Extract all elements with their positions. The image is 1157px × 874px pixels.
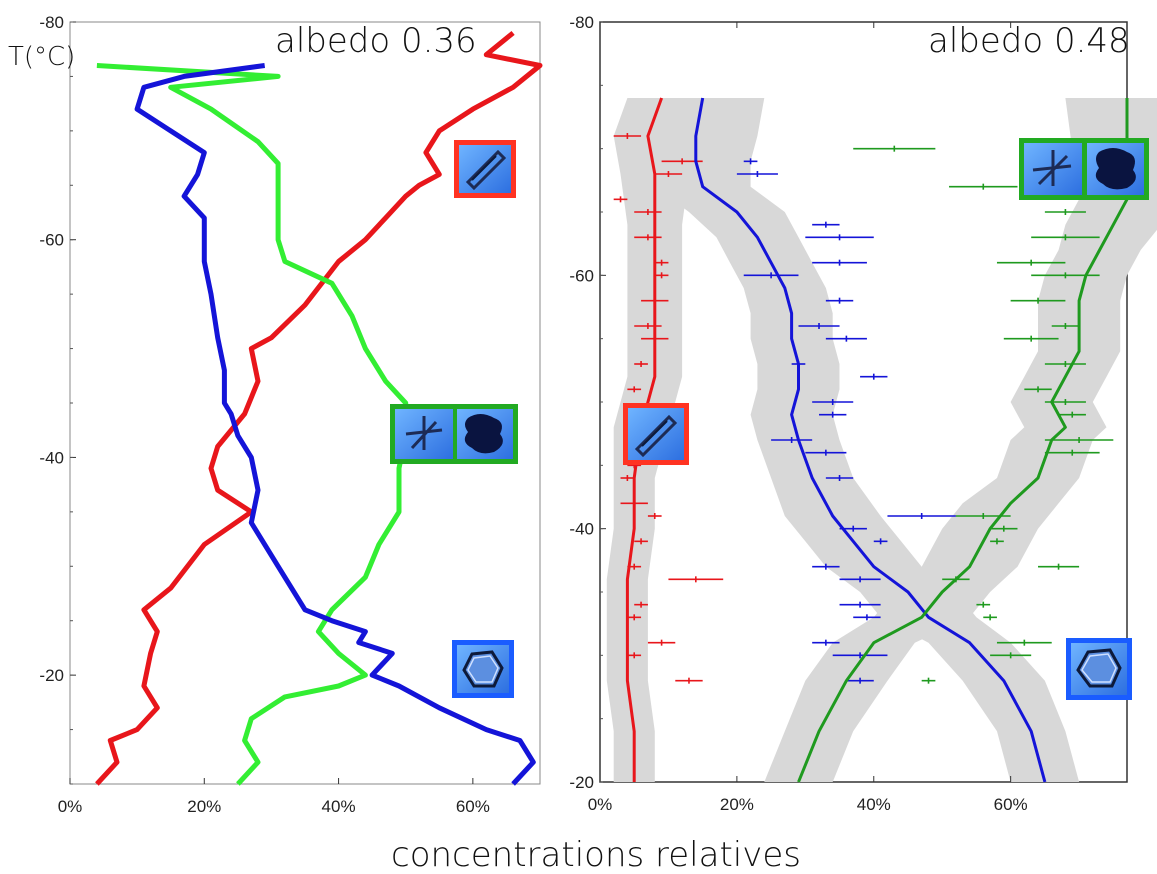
left-green-series-line bbox=[96, 63, 409, 786]
left-y-tick-label: -40 bbox=[39, 448, 64, 467]
right-y-tick-label: -60 bbox=[569, 266, 594, 285]
right-green-series-line bbox=[797, 98, 1129, 783]
left-panel-title: albedo 0.36 bbox=[275, 21, 477, 61]
left-x-tick-label: 0% bbox=[58, 797, 83, 816]
left-x-tick-label: 20% bbox=[187, 797, 221, 816]
left-x-tick-label: 40% bbox=[322, 797, 356, 816]
left-blue-series-line bbox=[134, 63, 536, 786]
right-panel-title: albedo 0.48 bbox=[928, 21, 1130, 61]
left-x-tick-label: 60% bbox=[456, 797, 490, 816]
y-unit-label: T(°C) bbox=[8, 42, 75, 72]
right-column-crystal-icon bbox=[623, 403, 689, 465]
left-red-series-line bbox=[95, 30, 543, 786]
left-y-tick-label: -60 bbox=[39, 231, 64, 250]
right-blue-series-line bbox=[694, 97, 1047, 783]
right-green-uncertainty-band bbox=[764, 98, 1157, 782]
right-x-tick-label: 20% bbox=[720, 795, 754, 814]
right-y-tick-label: -80 bbox=[569, 13, 594, 32]
x-axis-main-label: concentrations relatives bbox=[391, 835, 801, 874]
left-column-crystal-icon bbox=[454, 140, 516, 198]
right-axes: 0% 20% 40% 60% -80 -60 -40 -20 bbox=[569, 13, 1027, 814]
left-hexagonal-plate-crystal-icon bbox=[452, 640, 514, 698]
left-y-tick-label: -20 bbox=[39, 666, 64, 685]
right-y-tick-label: -20 bbox=[569, 773, 594, 792]
right-bullet-rosette-crystal-icon bbox=[1019, 138, 1149, 200]
right-x-tick-label: 40% bbox=[857, 795, 891, 814]
right-y-tick-label: -40 bbox=[569, 520, 594, 539]
left-bullet-rosette-crystal-icon bbox=[390, 404, 518, 464]
left-axes: 0% 20% 40% 60% -80 -60 -40 -20 bbox=[39, 13, 489, 816]
right-x-tick-label: 60% bbox=[994, 795, 1028, 814]
right-hexagonal-plate-crystal-icon bbox=[1066, 638, 1132, 700]
left-y-tick-label: -80 bbox=[39, 13, 64, 32]
right-x-tick-label: 0% bbox=[588, 795, 613, 814]
